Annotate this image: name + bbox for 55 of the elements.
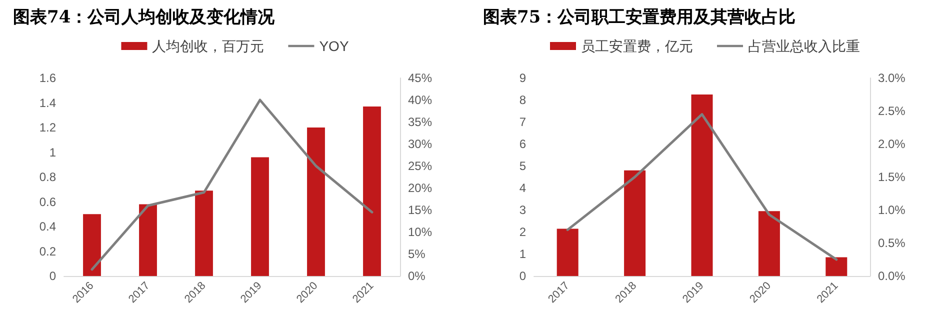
bar	[195, 190, 213, 276]
y2-tick-label: 10%	[408, 225, 432, 239]
y2-tick-label: 2.0%	[878, 137, 906, 151]
legend-label: 占营业总收入比重	[748, 38, 860, 54]
y-tick-label: 3	[519, 203, 526, 217]
y-tick-label: 5	[519, 159, 526, 173]
y2-tick-label: 35%	[408, 115, 432, 129]
chart-title: 图表75：公司职工安置费用及其营收占比	[483, 8, 796, 28]
y2-tick-label: 15%	[408, 203, 432, 217]
y2-tick-label: 1.0%	[878, 203, 906, 217]
y2-tick-label: 1.5%	[878, 170, 906, 184]
y-tick-label: 8	[519, 93, 526, 107]
legend-label: 人均创收，百万元	[152, 38, 264, 54]
y-tick-label: 1	[519, 247, 526, 261]
legend-label: 员工安置费，亿元	[581, 38, 693, 54]
bar	[826, 257, 848, 276]
y-tick-label: 9	[519, 71, 526, 85]
y-tick-label: 0.4	[39, 220, 56, 234]
y2-tick-label: 3.0%	[878, 71, 906, 85]
y-tick-label: 1	[49, 145, 56, 160]
bar	[251, 157, 269, 276]
y2-tick-label: 45%	[408, 71, 432, 85]
line-series	[90, 98, 374, 271]
bar	[758, 211, 780, 276]
bar	[556, 228, 578, 276]
chart-title: 图表74：公司人均创收及变化情况	[13, 8, 276, 28]
y-tick-label: 1.4	[39, 96, 56, 110]
y2-tick-label: 40%	[408, 93, 432, 107]
bar	[83, 214, 101, 276]
bar	[691, 94, 713, 276]
y-tick-label: 1.2	[39, 120, 56, 134]
y-tick-label: 6	[519, 137, 526, 151]
y-tick-label: 0	[519, 269, 526, 283]
bar	[139, 204, 157, 276]
y-tick-label: 2	[519, 225, 526, 239]
line-series	[566, 113, 838, 261]
bar	[307, 128, 325, 276]
bar	[624, 170, 646, 276]
y2-tick-label: 2.5%	[878, 104, 906, 118]
y2-tick-label: 25%	[408, 159, 432, 173]
y2-tick-label: 20%	[408, 181, 432, 195]
y-tick-label: 7	[519, 115, 526, 129]
y2-tick-label: 0.0%	[878, 269, 906, 283]
y-tick-label: 0.6	[39, 194, 56, 209]
legend-label: YOY	[319, 38, 350, 54]
y2-tick-label: 0%	[408, 269, 426, 283]
y-tick-label: 0	[49, 269, 56, 283]
y2-tick-label: 30%	[408, 137, 432, 151]
bar	[363, 106, 381, 276]
y-tick-label: 1.6	[39, 71, 56, 85]
y-tick-label: 0.2	[39, 244, 56, 258]
y-tick-label: 0.8	[39, 170, 56, 184]
y2-tick-label: 0.5%	[878, 236, 906, 250]
y-tick-label: 4	[519, 181, 526, 195]
y2-tick-label: 5%	[408, 247, 426, 261]
